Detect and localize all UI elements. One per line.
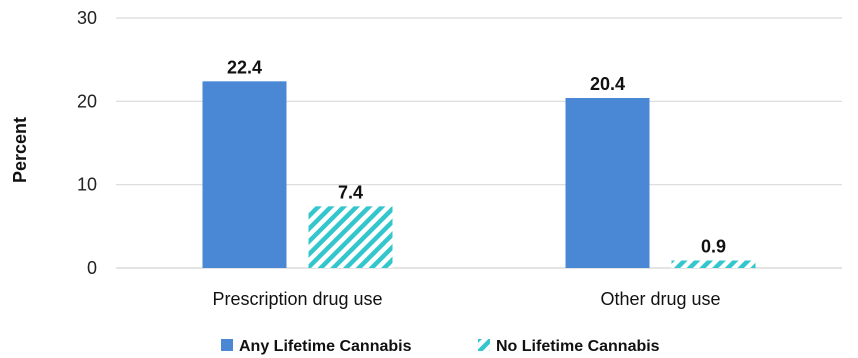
y-tick-label-10: 10: [77, 175, 97, 195]
data-labels: 22.4 7.4 20.4 0.9: [227, 57, 726, 256]
legend-label-no-lifetime-cannabis: No Lifetime Cannabis: [496, 338, 660, 355]
y-tick-label-30: 30: [77, 8, 97, 28]
category-label-0: Prescription drug use: [212, 289, 382, 309]
data-label-any-1: 20.4: [590, 74, 625, 94]
y-axis-label: Percent: [10, 117, 30, 183]
y-tick-label-20: 20: [77, 91, 97, 111]
bar-no-lifetime-cannabis-0: [308, 206, 393, 268]
bars: [202, 81, 756, 268]
bar-any-lifetime-cannabis-0: [202, 81, 287, 268]
legend: Any Lifetime Cannabis No Lifetime Cannab…: [221, 338, 660, 355]
data-label-any-0: 22.4: [227, 57, 262, 77]
legend-swatch-any-lifetime-cannabis: [221, 339, 233, 351]
bar-no-lifetime-cannabis-1: [671, 260, 756, 268]
bar-any-lifetime-cannabis-1: [565, 98, 650, 268]
legend-swatch-no-lifetime-cannabis: [478, 339, 490, 351]
category-label-1: Other drug use: [600, 289, 720, 309]
legend-label-any-lifetime-cannabis: Any Lifetime Cannabis: [239, 338, 412, 355]
y-axis-ticks: 0 10 20 30: [77, 8, 97, 278]
data-label-no-0: 7.4: [338, 182, 363, 202]
category-labels: Prescription drug use Other drug use: [212, 289, 720, 309]
y-tick-label-0: 0: [87, 258, 97, 278]
data-label-no-1: 0.9: [701, 237, 726, 257]
